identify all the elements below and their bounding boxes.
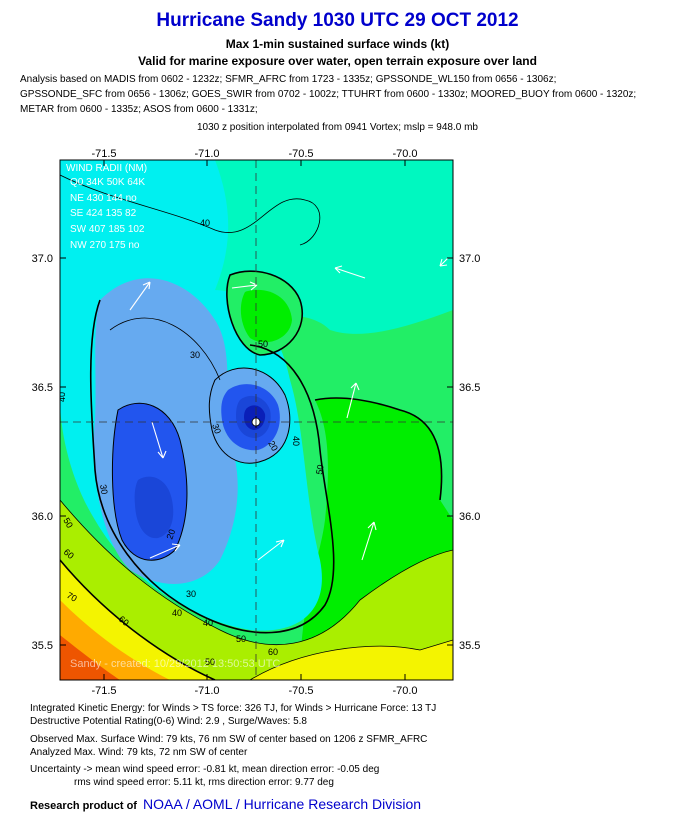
page-title: Hurricane Sandy 1030 UTC 29 OCT 2012	[156, 10, 519, 31]
x-tick-label-bottom: -71.5	[91, 685, 116, 697]
contour-label: 50	[61, 516, 75, 530]
hurricane-center-marker	[251, 416, 261, 428]
research-label: Research product of	[30, 800, 137, 812]
wind-radii-header: Q0 34K 50K 64K	[70, 177, 145, 188]
contour-label-group: 40 50 30 40 20 30 40 50 50 60 30 20 30 4…	[57, 218, 326, 667]
organization-link[interactable]: NOAA / AOML / Hurricane Research Divisio…	[143, 796, 422, 812]
contour-label: 20	[164, 528, 177, 541]
contour-label: 60	[268, 647, 278, 657]
wind-radii-row: NE 430 144 no	[70, 193, 137, 204]
research-credit: Research product of NOAA / AOML / Hurric…	[30, 796, 421, 812]
contour-label: 30	[98, 484, 110, 496]
contour-label: 40	[57, 392, 67, 402]
analysis-line-2: GPSSONDE_SFC from 0656 - 1306z; GOES_SWI…	[20, 89, 637, 100]
contour-label: 40	[200, 218, 210, 228]
contour-label: 30	[210, 422, 223, 435]
uncertainty-line-1: Uncertainty -> mean wind speed error: -0…	[30, 764, 380, 775]
plot-frame	[59, 159, 454, 681]
y-tick-label-left: 36.5	[32, 382, 53, 394]
uncertainty-line-2: rms wind speed error: 5.11 kt, rms direc…	[74, 777, 334, 788]
x-tick-label-top: -70.0	[392, 148, 417, 160]
observed-max-line: Observed Max. Surface Wind: 79 kts, 76 n…	[30, 734, 428, 745]
wind-radii-title: WIND RADII (NM)	[66, 163, 147, 174]
x-tick-label-bottom: -70.5	[288, 685, 313, 697]
contour-label: 40	[203, 618, 213, 628]
destructive-rating-line: Destructive Potential Rating(0-6) Wind: …	[30, 716, 307, 727]
analysis-line-3: METAR from 0600 - 1335z; ASOS from 0600 …	[20, 104, 258, 115]
wind-radii-row: SE 424 135 82	[70, 208, 137, 219]
wind-radii-row: SW 407 185 102	[70, 224, 145, 235]
position-line: 1030 z position interpolated from 0941 V…	[196, 122, 478, 133]
analysis-line-1: Analysis based on MADIS from 0602 - 1232…	[20, 74, 557, 85]
y-tick-label-right: 36.5	[459, 382, 480, 394]
subtitle-units: Max 1-min sustained surface winds (kt)	[225, 37, 450, 51]
contour-label: 50	[236, 634, 246, 644]
y-tick-label-right: 37.0	[459, 253, 480, 265]
wind-arrow-icon	[151, 421, 167, 459]
wind-arrow-icon	[346, 382, 360, 419]
subtitle-exposure: Valid for marine exposure over water, op…	[138, 54, 537, 68]
x-tick-label-bottom: -71.0	[194, 685, 219, 697]
wind-arrow-icon	[129, 281, 151, 311]
contour-label: 20	[266, 439, 280, 453]
wind-contour-fill	[60, 160, 453, 680]
contour-label: 70	[65, 590, 79, 604]
wind-arrow-icon	[257, 539, 285, 561]
x-tick-label-top: -70.5	[288, 148, 313, 160]
wind-vectors	[129, 257, 449, 561]
y-tick-label-left: 35.5	[32, 640, 53, 652]
contour-label: 50	[258, 339, 268, 349]
axis-labels: -71.5 -71.0 -70.5 -70.0 -71.5 -71.0 -70.…	[32, 148, 481, 697]
wind-arrow-icon	[149, 543, 181, 559]
wind-arrow-icon	[439, 257, 449, 267]
wind-field-map: 40 50 30 40 20 30 40 50 50 60 30 20 30 4…	[32, 148, 481, 697]
y-tick-label-right: 35.5	[459, 640, 480, 652]
wind-radii-table: WIND RADII (NM) Q0 34K 50K 64K NE 430 14…	[66, 163, 147, 251]
x-tick-label-top: -71.0	[194, 148, 219, 160]
contour-label: 40	[291, 436, 301, 446]
x-tick-label-bottom: -70.0	[392, 685, 417, 697]
contour-lines	[60, 174, 453, 680]
y-tick-label-left: 36.0	[32, 511, 53, 523]
wind-arrow-icon	[361, 521, 377, 561]
x-tick-label-top: -71.5	[91, 148, 116, 160]
axis-ticks	[60, 160, 453, 680]
contour-label: 50	[205, 657, 215, 667]
contour-label: 30	[190, 350, 200, 360]
contour-label: 30	[186, 589, 196, 599]
ike-line: Integrated Kinetic Energy: for Winds > T…	[30, 703, 437, 714]
contour-label: 40	[172, 608, 182, 618]
map-watermark: Sandy - created: 10/29/2012 13:50:53 UTC	[70, 658, 280, 670]
wind-radii-row: NW 270 175 no	[70, 240, 140, 251]
analyzed-max-line: Analyzed Max. Wind: 79 kts, 72 nm SW of …	[30, 747, 248, 758]
contour-label: 60	[62, 547, 76, 561]
wind-arrow-icon	[334, 265, 366, 279]
contour-label: 60	[117, 614, 131, 628]
y-tick-label-right: 36.0	[459, 511, 480, 523]
contour-label: 50	[314, 464, 326, 476]
y-tick-label-left: 37.0	[32, 253, 53, 265]
